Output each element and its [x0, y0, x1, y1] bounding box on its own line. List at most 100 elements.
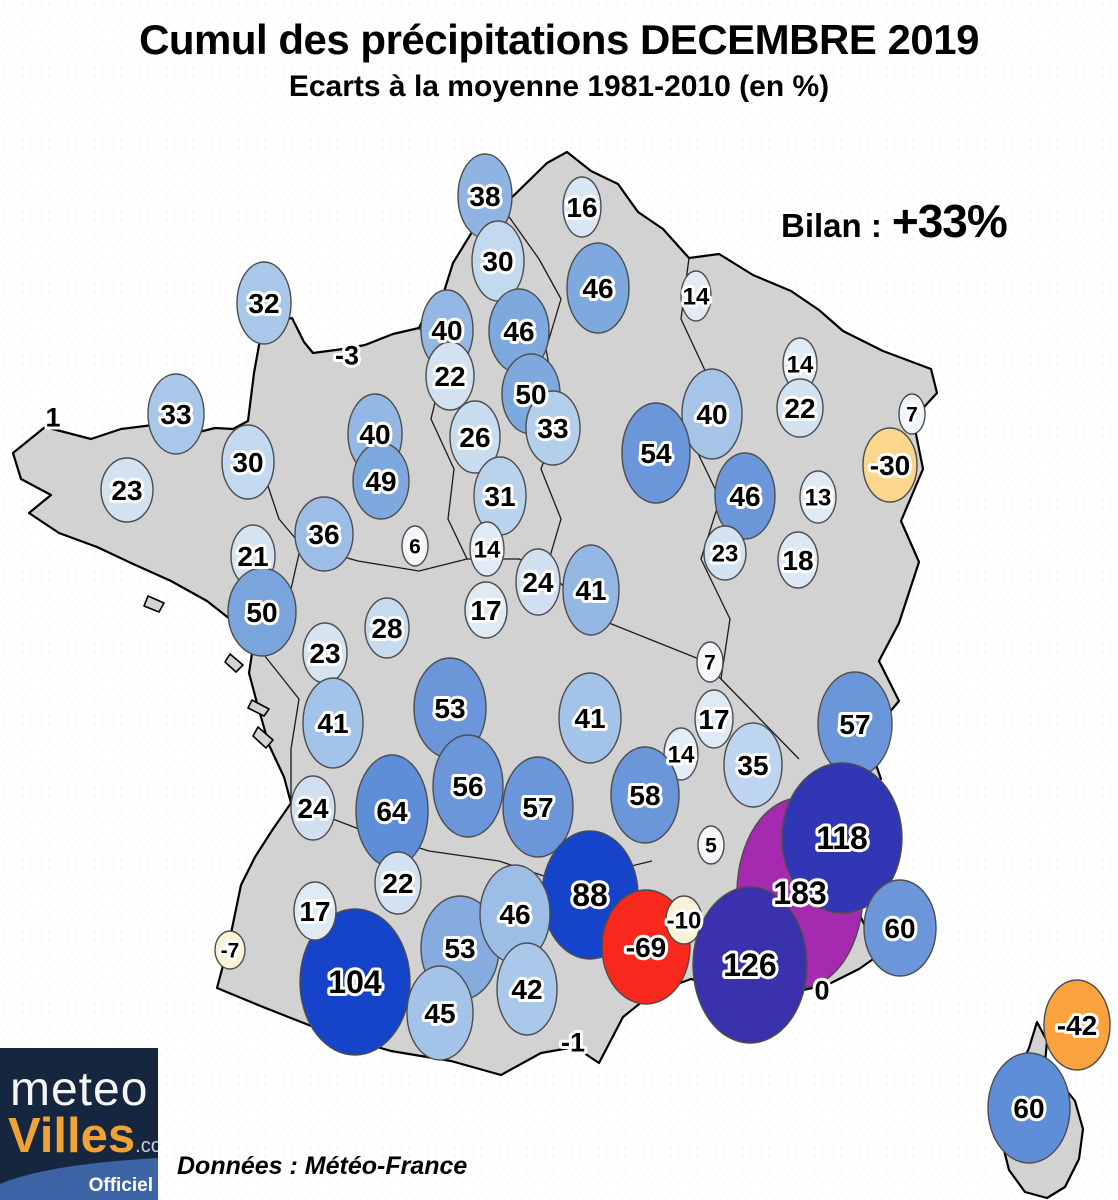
atlantic-islands: [143, 595, 274, 749]
bubble-value: 14: [787, 351, 814, 378]
data-bubble: [723, 722, 783, 808]
data-bubble: [406, 965, 474, 1061]
bubble-value: 60: [1013, 1093, 1044, 1124]
bubble-value: 58: [629, 780, 660, 811]
data-bubble: [401, 525, 429, 567]
data-bubble: [449, 400, 501, 474]
data-bubble: [781, 762, 903, 914]
data-bubble: [147, 373, 205, 455]
bubble-value: 17: [299, 896, 330, 927]
bubble-value: 7: [704, 651, 716, 674]
map-value-label: 1: [45, 402, 60, 432]
bubble-value: 23: [111, 475, 142, 506]
bubble-value: 46: [582, 273, 613, 304]
data-bubble: [214, 930, 246, 970]
bubble-value: 6: [409, 535, 421, 558]
bubble-value: 60: [884, 913, 915, 944]
bubble-value: 183: [773, 875, 826, 911]
bubble-value: 17: [470, 595, 501, 626]
bubble-value: 104: [328, 964, 382, 1000]
bilan-label: Bilan :: [781, 207, 882, 244]
bubble-value: 126: [723, 947, 776, 983]
bubble-value: 30: [232, 447, 263, 478]
data-bubble: [299, 908, 411, 1056]
logo-officiel-badge: Officiel: [88, 1175, 153, 1196]
data-bubble: [294, 496, 354, 572]
map-value-label: -1: [561, 1027, 585, 1057]
bubble-value: 50: [246, 597, 277, 628]
bubble-value: 33: [160, 399, 191, 430]
bubble-value: 22: [382, 868, 413, 899]
bubble-value: 50: [515, 379, 546, 410]
page-title: Cumul des précipitations DECEMBRE 2019: [139, 16, 979, 63]
bubble-value: 46: [503, 316, 534, 347]
logo-villes-text: Villes: [8, 1109, 136, 1163]
data-bubble: [432, 734, 504, 838]
bubble-value: 22: [784, 393, 815, 424]
data-bubble: [799, 470, 837, 524]
data-bubble: [236, 261, 292, 345]
bubble-value: 7: [906, 403, 918, 426]
data-bubble: [425, 341, 475, 411]
data-bubble: [227, 567, 297, 657]
data-bubble: [100, 457, 154, 523]
bubble-value: 41: [317, 708, 348, 739]
bilan-summary: Bilan : +33%: [781, 194, 1008, 248]
data-bubble: [987, 1052, 1071, 1164]
data-bubble: [898, 393, 926, 435]
data-bubble: [714, 452, 776, 540]
bubble-value: 24: [297, 793, 329, 824]
data-bubble: [374, 851, 422, 915]
data-bubble: [863, 879, 937, 977]
data-bubble: [621, 402, 691, 504]
bubble-value: 46: [729, 481, 760, 512]
bubble-value: 17: [698, 704, 729, 735]
bubble-value: 40: [359, 419, 390, 450]
data-bubble: [469, 521, 505, 577]
data-bubble: [692, 886, 808, 1044]
data-bubble: [697, 825, 725, 865]
bubble-value: 16: [566, 192, 597, 223]
bubble-value: 49: [365, 466, 396, 497]
bubble-value: 31: [484, 481, 515, 512]
bubble-value: -7: [221, 939, 240, 962]
bubble-value: 14: [668, 741, 695, 768]
data-bubble: [525, 390, 581, 466]
meteovilles-logo: meteo Villes.com Officiel: [0, 1048, 158, 1200]
bubble-value: 46: [499, 899, 530, 930]
data-source-credit: Données : Météo-France: [177, 1152, 468, 1180]
data-bubble: [694, 689, 734, 749]
bubble-value: 14: [474, 536, 501, 563]
data-bubble: [496, 942, 558, 1036]
bubble-value: 14: [683, 283, 710, 310]
data-bubble: [562, 176, 602, 238]
bubble-value: 23: [712, 540, 739, 567]
bubble-value: 28: [371, 613, 402, 644]
bubble-value: 57: [839, 709, 870, 740]
logo-band-swoosh: [0, 1158, 158, 1200]
page-subtitle: Ecarts à la moyenne 1981-2010 (en %): [288, 70, 830, 103]
bubble-value: 54: [640, 438, 672, 469]
bubble-layer: [100, 153, 1111, 1164]
bubble-value: 45: [424, 998, 455, 1029]
data-bubble: [293, 881, 337, 941]
bubble-value: -30: [870, 450, 910, 481]
bubble-value: 18: [782, 545, 813, 576]
bubble-value: 30: [482, 246, 513, 277]
bubble-value: 40: [431, 315, 462, 346]
data-bubble: [776, 378, 824, 438]
data-bubble: [681, 368, 743, 460]
bubble-value: 5: [705, 834, 717, 857]
bubble-value: 21: [237, 541, 268, 572]
bubble-value: 13: [805, 484, 832, 511]
data-bubble: [364, 597, 410, 659]
bubble-value: 41: [575, 575, 606, 606]
data-bubble: [558, 672, 622, 764]
bubble-value: 118: [816, 820, 868, 856]
bubble-value: 56: [452, 771, 483, 802]
map-value-label: 0: [814, 975, 829, 1005]
bilan-value: +33%: [891, 195, 1008, 247]
data-bubble: [610, 746, 680, 844]
bubble-value: 24: [522, 567, 554, 598]
data-bubble: [302, 677, 364, 769]
